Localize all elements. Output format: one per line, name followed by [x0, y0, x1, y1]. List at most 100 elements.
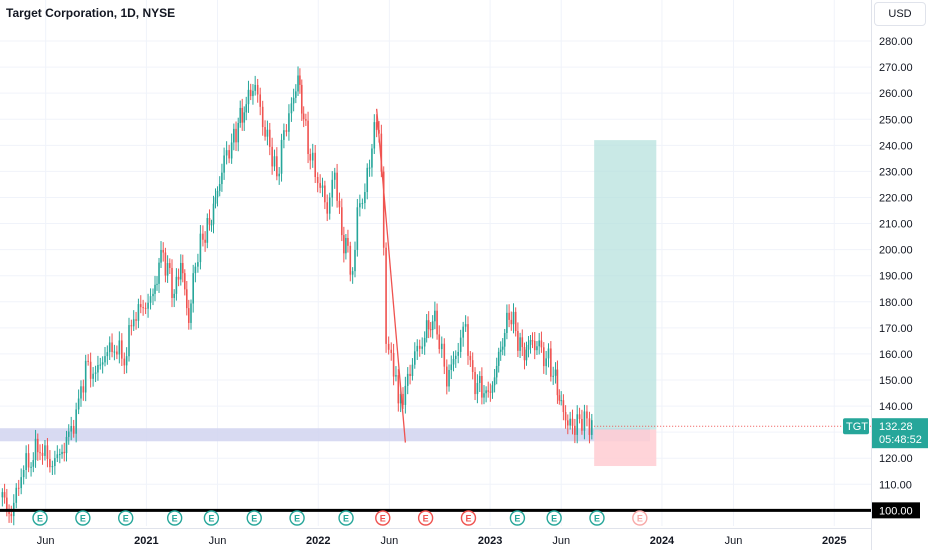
- earnings-marker[interactable]: [75, 510, 91, 526]
- x-tick-label: Jun: [37, 535, 55, 547]
- earnings-marker[interactable]: [246, 510, 262, 526]
- candle-body: [560, 400, 563, 402]
- earnings-marker[interactable]: [289, 510, 305, 526]
- candle-body: [341, 207, 343, 236]
- earnings-marker[interactable]: [632, 510, 648, 526]
- candle-body: [202, 233, 204, 240]
- candle-body: [510, 319, 513, 325]
- candle-body: [508, 312, 510, 320]
- candle-body: [554, 369, 557, 376]
- x-tick-label: Jun: [380, 535, 398, 547]
- candle-body: [190, 303, 192, 323]
- candle-body: [591, 420, 593, 435]
- candle-body: [273, 156, 276, 167]
- candle-body: [204, 239, 206, 243]
- candle-body: [371, 148, 373, 168]
- earnings-marker[interactable]: [460, 510, 477, 526]
- candle-body: [385, 247, 387, 344]
- earnings-marker[interactable]: [203, 510, 220, 526]
- candle-body: [395, 375, 397, 377]
- earnings-marker[interactable]: [118, 510, 134, 526]
- candle-body: [416, 345, 419, 352]
- candle-body: [147, 302, 149, 309]
- candle-body: [436, 310, 438, 335]
- candle-body: [476, 382, 479, 395]
- y-tick-label: 170.00: [879, 323, 913, 335]
- earnings-marker[interactable]: [417, 510, 434, 526]
- earnings-marker[interactable]: [32, 510, 48, 526]
- candle-body: [39, 452, 41, 454]
- candle-body: [20, 477, 22, 489]
- candle-body: [97, 364, 99, 373]
- candle-body: [80, 386, 82, 399]
- level-label-box: [872, 502, 920, 519]
- candle-body: [63, 451, 66, 454]
- candle-body: [51, 466, 54, 468]
- candle-body: [397, 375, 400, 404]
- earnings-marker[interactable]: [509, 510, 526, 526]
- candle-body: [450, 364, 453, 370]
- candle-body: [249, 89, 252, 97]
- candle-body: [588, 418, 591, 435]
- candle-body: [292, 97, 295, 104]
- earnings-marker[interactable]: [589, 510, 605, 526]
- candle-body: [474, 371, 476, 395]
- candle-body: [245, 104, 248, 113]
- candle-body: [239, 107, 242, 124]
- candle-body: [324, 185, 326, 203]
- candle-body: [254, 84, 256, 91]
- candle-body: [558, 395, 561, 401]
- candle-body: [434, 310, 436, 322]
- candle-body: [421, 346, 423, 349]
- candle-body: [445, 366, 448, 387]
- candle-body: [481, 376, 483, 398]
- earnings-marker[interactable]: [338, 510, 354, 526]
- candle-body: [375, 122, 378, 130]
- symbol-tag-box: [843, 418, 869, 435]
- candle-body: [235, 128, 237, 143]
- candle-body: [22, 469, 25, 478]
- earnings-marker-label: E: [465, 514, 471, 524]
- candle-body: [583, 411, 586, 431]
- earnings-marker[interactable]: [375, 510, 391, 526]
- candle-body: [366, 167, 369, 193]
- candle-body: [192, 273, 194, 304]
- candle-body: [497, 351, 500, 366]
- candle-body: [547, 348, 550, 359]
- candle-body: [576, 414, 579, 435]
- candle-body: [128, 325, 130, 357]
- candle-body: [216, 190, 219, 198]
- y-tick-label: 160.00: [879, 349, 913, 361]
- y-tick-label: 110.00: [879, 479, 912, 491]
- candle-body: [562, 400, 565, 413]
- candle-body: [349, 245, 352, 275]
- long-position-target-zone: [594, 140, 657, 430]
- earnings-marker-label: E: [380, 514, 386, 524]
- candle-body: [175, 276, 178, 294]
- candle-body: [158, 262, 160, 284]
- candle-body: [197, 262, 199, 267]
- price-tag-box: [872, 418, 928, 449]
- candle-body: [487, 390, 490, 392]
- candle-body: [483, 393, 485, 398]
- candle-body: [65, 436, 68, 454]
- earnings-marker-label: E: [551, 514, 557, 524]
- candle-body: [106, 352, 109, 357]
- candle-body: [351, 271, 354, 275]
- candle-body: [99, 364, 102, 366]
- candle-body: [297, 75, 299, 92]
- candle-body: [101, 362, 104, 365]
- candle-body: [380, 133, 383, 172]
- candle-body: [77, 398, 80, 410]
- candle-body: [471, 360, 474, 372]
- earnings-marker[interactable]: [546, 510, 562, 526]
- candle-body: [333, 172, 336, 180]
- candle-body: [309, 154, 312, 161]
- candle-body: [501, 346, 504, 350]
- candle-body: [578, 414, 581, 419]
- currency-button[interactable]: USD: [874, 2, 926, 26]
- candle-body: [328, 197, 331, 214]
- candle-body: [368, 167, 371, 169]
- earnings-marker[interactable]: [166, 510, 183, 526]
